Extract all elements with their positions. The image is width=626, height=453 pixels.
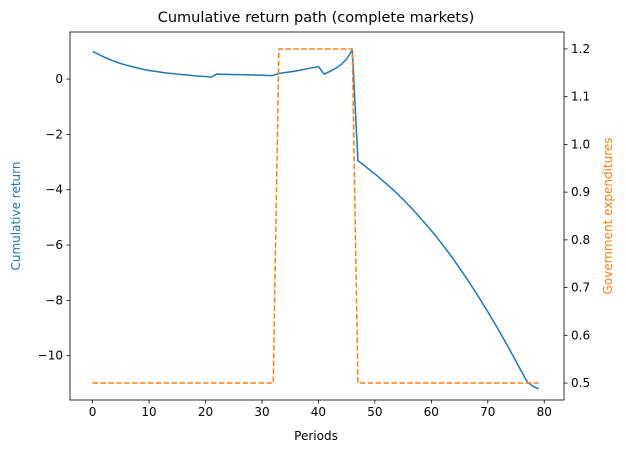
left-y-tick-label: −6 <box>45 238 63 252</box>
left-y-tick-label: −10 <box>38 349 63 363</box>
right-y-tick-label: 0.7 <box>571 281 590 295</box>
right-y-tick-label: 1.0 <box>571 137 590 151</box>
x-tick-label: 10 <box>141 405 156 419</box>
government-expenditures-line <box>92 48 539 384</box>
right-y-tick-label: 1.2 <box>571 42 590 56</box>
x-tick-label: 0 <box>89 405 97 419</box>
x-tick-label: 30 <box>254 405 269 419</box>
axis-ticks: 0 10 20 30 40 50 60 70 80 −10 −8 −6 −4 −2 0 0.5 0.6 0.7 0.… <box>38 42 590 419</box>
left-y-tick-label: −2 <box>45 127 63 141</box>
x-tick-label: 70 <box>480 405 495 419</box>
cumulative-return-line <box>92 49 539 390</box>
right-y-axis-label: Government expenditures <box>601 137 615 294</box>
right-y-tick-label: 0.6 <box>571 328 590 342</box>
plot-frame <box>69 31 565 401</box>
plot-content <box>92 48 539 390</box>
x-tick-label: 20 <box>198 405 213 419</box>
right-y-tick-label: 0.8 <box>571 233 590 247</box>
right-y-tick-label: 0.9 <box>571 185 590 199</box>
x-tick-label: 50 <box>367 405 382 419</box>
x-tick-label: 80 <box>537 405 552 419</box>
right-y-tick-label: 0.5 <box>571 376 590 390</box>
left-y-tick-label: 0 <box>55 72 63 86</box>
left-y-tick-label: −4 <box>45 183 63 197</box>
x-tick-label: 40 <box>311 405 326 419</box>
left-y-tick-label: −8 <box>45 293 63 307</box>
left-y-axis-label: Cumulative return <box>9 162 23 271</box>
x-tick-label: 60 <box>424 405 439 419</box>
right-y-tick-label: 1.1 <box>571 90 590 104</box>
x-axis-label: Periods <box>294 429 338 443</box>
chart-title: Cumulative return path (complete markets… <box>158 10 475 26</box>
